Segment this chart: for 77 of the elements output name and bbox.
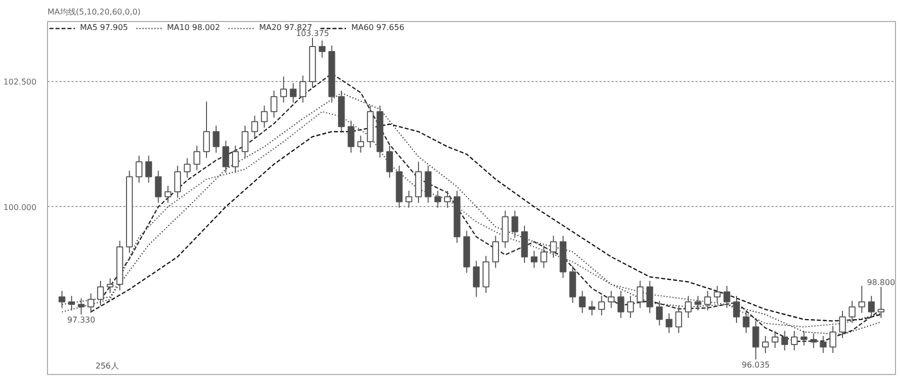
- candlestick: [627, 295, 634, 318]
- candlestick: [800, 330, 808, 346]
- candlestick: [492, 235, 499, 268]
- candlestick: [781, 330, 788, 351]
- candlestick: [260, 105, 268, 128]
- candlestick: [174, 165, 181, 198]
- candlestick: [530, 250, 538, 268]
- candlestick: [357, 135, 364, 154]
- candlestick: [810, 332, 817, 348]
- annotation: 98.800: [867, 278, 896, 287]
- candlestick: [636, 280, 644, 308]
- candlestick: [608, 290, 615, 308]
- legend-label: MA60 97.656: [351, 23, 404, 32]
- candlestick: [106, 278, 114, 294]
- candlestick: [839, 310, 846, 338]
- candlestick: [386, 145, 393, 178]
- candlestick: [858, 285, 866, 314]
- candlestick: [251, 115, 258, 138]
- y-tick-label: 100.000: [3, 202, 37, 212]
- candlestick: [868, 295, 875, 318]
- candlestick: [820, 335, 827, 354]
- candlestick: [472, 260, 480, 298]
- candlestick: [193, 145, 200, 171]
- candlestick: [203, 101, 210, 158]
- candlestick: [772, 330, 778, 348]
- candlestick: [588, 300, 596, 316]
- candlestick: [578, 290, 586, 314]
- candlestick: [550, 235, 557, 258]
- candlestick: [58, 290, 66, 308]
- candlestick: [714, 285, 721, 304]
- candlestick: [232, 145, 239, 174]
- candlestick: [684, 295, 692, 318]
- candlestick: [299, 75, 306, 104]
- chart-subtitle: MA均线(5,10,20,60,0,0): [48, 8, 141, 16]
- candlestick: [270, 90, 278, 118]
- candlestick: [694, 295, 702, 311]
- candlestick: [164, 185, 172, 204]
- candlestick: [617, 290, 624, 318]
- candlestick: [675, 305, 682, 334]
- candlestick: [790, 330, 798, 351]
- candlestick: [511, 210, 518, 238]
- candlestick: [184, 158, 191, 178]
- candlestick: [348, 120, 354, 154]
- annotation: 256人: [96, 362, 119, 370]
- candlestick: [97, 280, 104, 306]
- candlestick: [434, 190, 442, 208]
- candlestick: [598, 295, 605, 316]
- candlestick: [405, 190, 412, 208]
- y-tick-label: 102.500: [3, 78, 37, 87]
- candlestick: [87, 292, 94, 314]
- candlestick: [666, 312, 672, 334]
- candlestick: [212, 125, 220, 154]
- candlestick: [68, 295, 75, 311]
- candlestick: [78, 298, 85, 315]
- candlestick: [145, 155, 152, 184]
- candlestick: [733, 295, 740, 324]
- candlestick: [704, 290, 711, 311]
- candlestick: [136, 155, 142, 184]
- candlestick: [222, 140, 230, 174]
- candlestick: [646, 280, 654, 314]
- candlestick: [848, 300, 856, 324]
- candlestick: [444, 190, 451, 208]
- annotation: 96.035: [742, 360, 770, 370]
- candlestick: [290, 82, 297, 104]
- candlestick: [878, 286, 884, 318]
- candlestick: [829, 325, 836, 354]
- candlestick: [154, 170, 162, 204]
- candlestick: [762, 335, 769, 354]
- candlestick: [540, 245, 548, 268]
- legend-label: MA10 98.002: [167, 23, 220, 32]
- candlestick: [242, 125, 248, 158]
- annotation: 97.330: [67, 315, 96, 324]
- candlestick: [280, 76, 287, 104]
- candlestick: [656, 300, 663, 326]
- candlestick: [723, 285, 730, 308]
- legend-label: MA5 97.905: [80, 23, 128, 32]
- candlestick: [318, 40, 326, 58]
